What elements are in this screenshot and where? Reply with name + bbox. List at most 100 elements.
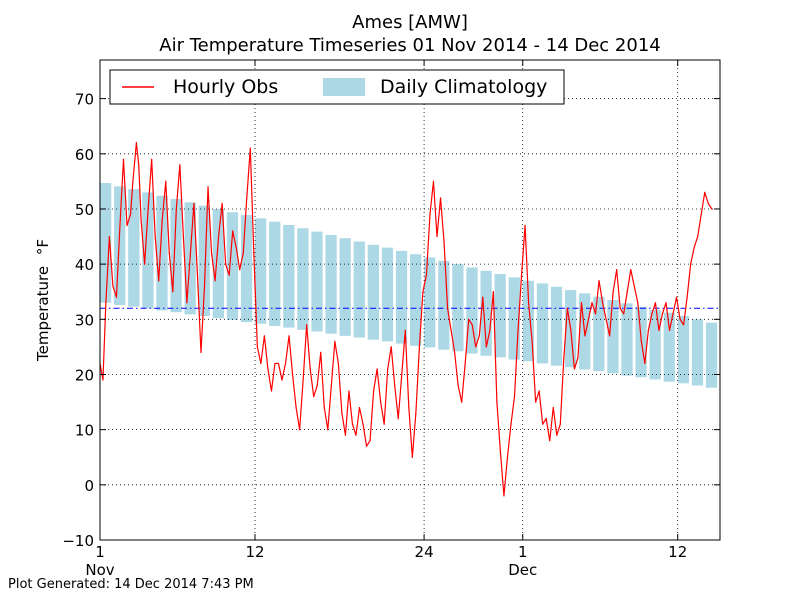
hourly-obs-point bbox=[132, 180, 134, 182]
climatology-bar bbox=[353, 241, 365, 338]
y-axis-label-text: Temperature bbox=[34, 266, 52, 362]
hourly-obs-point bbox=[147, 208, 149, 210]
x-tick-label: 12 bbox=[668, 543, 687, 561]
hourly-obs-point bbox=[594, 313, 597, 315]
hourly-obs-point bbox=[496, 401, 498, 403]
x-tick-label: 24 bbox=[415, 543, 434, 561]
hourly-obs-point bbox=[108, 235, 110, 238]
hourly-obs-point bbox=[528, 302, 530, 304]
hourly-obs-point bbox=[309, 368, 311, 370]
hourly-obs-point bbox=[408, 406, 410, 409]
climatology-bar bbox=[212, 208, 224, 319]
hourly-obs-point bbox=[330, 384, 332, 387]
hourly-obs-point bbox=[513, 395, 516, 398]
legend: Hourly Obs Daily Climatology bbox=[109, 69, 565, 105]
hourly-obs-point bbox=[580, 302, 583, 304]
hourly-obs-point bbox=[365, 445, 368, 447]
hourly-obs-point bbox=[506, 456, 509, 458]
hourly-obs-point bbox=[302, 379, 304, 381]
hourly-obs-point bbox=[517, 329, 519, 331]
hourly-obs-point bbox=[605, 318, 607, 320]
hourly-obs-point bbox=[193, 202, 195, 205]
hourly-obs-point bbox=[138, 164, 140, 166]
hourly-obs-point bbox=[468, 318, 470, 320]
hourly-obs-point bbox=[545, 418, 547, 420]
hourly-obs-point bbox=[362, 423, 364, 425]
climatology-bar bbox=[677, 316, 689, 384]
hourly-obs-point bbox=[542, 423, 544, 425]
hourly-obs-point bbox=[556, 434, 558, 436]
hourly-obs-point bbox=[461, 401, 463, 403]
x-tick-label: 1 bbox=[95, 543, 105, 561]
hourly-obs-point bbox=[665, 302, 667, 304]
y-tick-label: 30 bbox=[75, 311, 94, 329]
hourly-obs-point bbox=[633, 285, 635, 287]
climatology-bars bbox=[100, 183, 718, 388]
hourly-obs-point bbox=[559, 423, 561, 425]
hourly-obs-point bbox=[573, 368, 575, 370]
hourly-obs-point bbox=[697, 235, 699, 238]
hourly-obs-point bbox=[214, 280, 216, 282]
climatology-bar bbox=[452, 264, 464, 352]
climatology-bar bbox=[649, 309, 661, 380]
hourly-obs-point bbox=[668, 329, 671, 331]
hourly-obs-point bbox=[263, 335, 265, 337]
hourly-obs-point bbox=[552, 406, 554, 409]
climatology-bar bbox=[255, 218, 267, 324]
hourly-obs-point bbox=[418, 346, 420, 348]
hourly-obs-point bbox=[288, 335, 290, 337]
climatology-bar bbox=[424, 257, 436, 348]
hourly-obs-point bbox=[591, 302, 593, 304]
hourly-obs-point bbox=[464, 362, 466, 365]
hourly-obs-point bbox=[218, 235, 220, 238]
hourly-obs-point bbox=[126, 224, 128, 227]
climatology-bar bbox=[466, 267, 478, 354]
hourly-obs-point bbox=[587, 318, 590, 320]
hourly-obs-point bbox=[672, 313, 674, 315]
y-tick-label: 10 bbox=[75, 422, 94, 440]
climatology-bar bbox=[156, 195, 168, 311]
legend-swatch-daily-climatology bbox=[323, 78, 365, 96]
hourly-obs-point bbox=[358, 406, 361, 409]
climatology-bar bbox=[705, 322, 718, 388]
hourly-obs-point bbox=[207, 186, 209, 188]
hourly-obs-point bbox=[446, 307, 449, 309]
hourly-obs-point bbox=[351, 423, 354, 425]
climatology-bar bbox=[114, 186, 126, 305]
climatology-bar bbox=[494, 274, 506, 358]
hourly-obs-point bbox=[584, 335, 586, 337]
climatology-bar bbox=[550, 286, 563, 366]
hourly-obs-point bbox=[612, 291, 614, 293]
hourly-obs-point bbox=[644, 362, 646, 365]
hourly-obs-point bbox=[168, 252, 170, 254]
hourly-obs-point bbox=[538, 390, 540, 392]
x-tick-label: 1 bbox=[518, 543, 528, 561]
hourly-obs-point bbox=[640, 340, 642, 342]
climatology-bar bbox=[269, 221, 281, 326]
hourly-obs-point bbox=[348, 390, 350, 392]
climatology-bar bbox=[691, 319, 704, 386]
y-tick-label: 70 bbox=[75, 91, 94, 109]
hourly-obs-point bbox=[210, 252, 213, 254]
hourly-obs-point bbox=[570, 329, 572, 331]
hourly-obs-point bbox=[443, 241, 445, 243]
hourly-obs-point bbox=[196, 274, 199, 276]
hourly-obs-point bbox=[369, 440, 371, 442]
hourly-obs-point bbox=[376, 368, 378, 370]
hourly-obs-point bbox=[623, 313, 625, 315]
hourly-obs-point bbox=[616, 269, 618, 271]
legend-label-daily-climatology: Daily Climatology bbox=[380, 76, 547, 98]
y-tick-label: 40 bbox=[75, 256, 94, 274]
hourly-obs-point bbox=[246, 197, 248, 199]
climatology-bar bbox=[508, 277, 520, 360]
climatology-bar bbox=[593, 296, 605, 372]
climatology-bar bbox=[226, 212, 239, 320]
climatology-bar bbox=[311, 231, 323, 332]
hourly-obs-point bbox=[598, 280, 600, 282]
hourly-obs-point bbox=[693, 246, 695, 249]
hourly-obs-point bbox=[397, 418, 399, 420]
hourly-obs-point bbox=[531, 340, 533, 342]
hourly-obs-point bbox=[566, 307, 568, 309]
